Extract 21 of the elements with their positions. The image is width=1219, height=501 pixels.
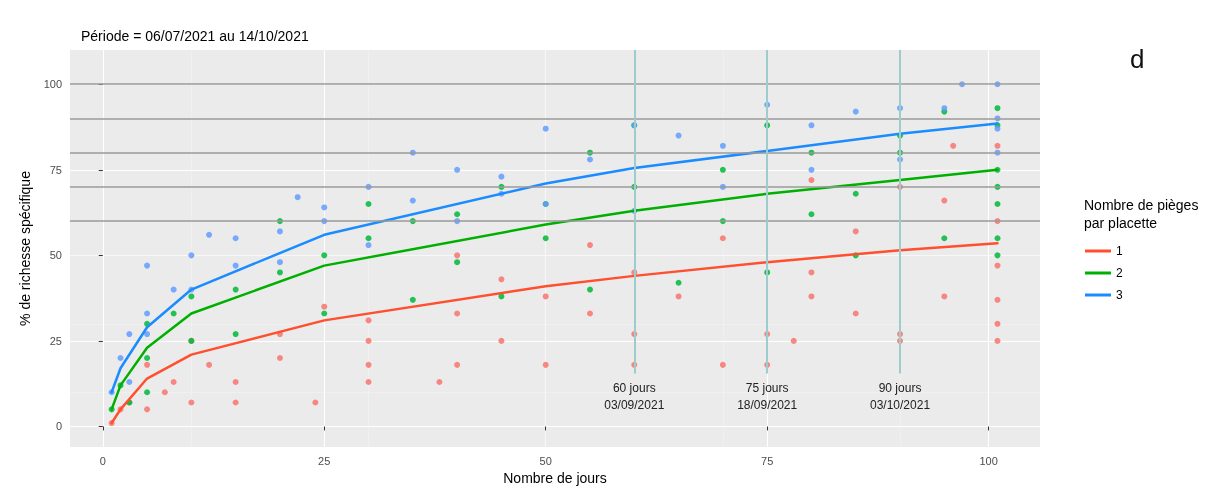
x-tick-label: 100 [979,454,998,467]
x-tick-label: 50 [539,454,552,467]
legend-label: 2 [1116,266,1123,280]
text: d [1130,44,1145,74]
ref-line-label: 90 jours 03/10/2021 [870,381,931,413]
legend-label: 3 [1116,288,1123,302]
x-tick-label: 0 [99,454,106,467]
y-tick-label: 50 [49,249,62,262]
legend-title: Nombre de pièges par placette [1084,197,1199,231]
x-axis-title: Nombre de jours [503,469,607,486]
y-tick-label: 25 [49,334,62,347]
y-tick-label: 75 [49,163,62,176]
x-tick-label: 75 [761,454,774,467]
y-tick-label: 100 [43,78,62,91]
y-tick-label: 0 [55,420,62,433]
legend-label: 1 [1116,244,1123,258]
ref-line-label: 75 jours 18/09/2021 [737,381,798,413]
ref-line-label: 60 jours 03/09/2021 [604,381,665,413]
chart-title: Période = 06/07/2021 au 14/10/2021 [81,28,309,44]
y-axis-title: % de richesse spécifique [17,170,33,326]
x-tick-label: 25 [318,454,331,467]
